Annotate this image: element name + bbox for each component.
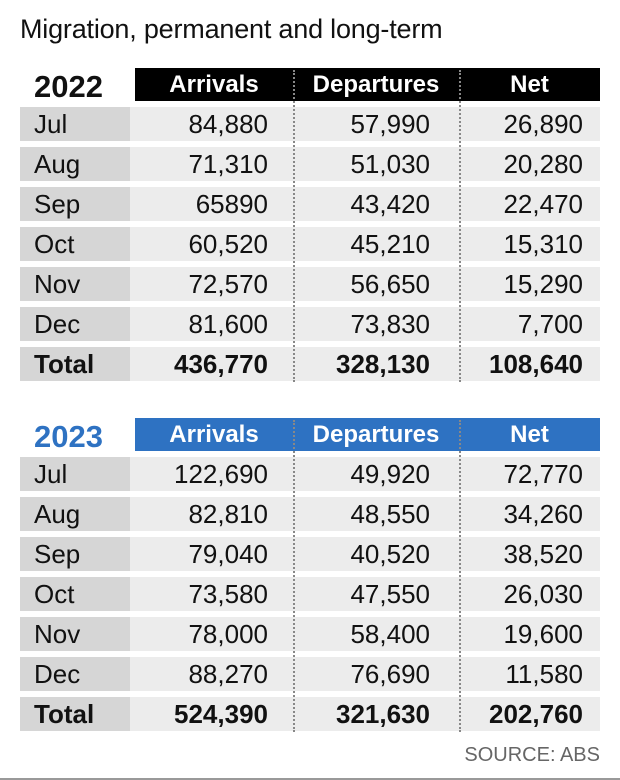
table-row: Dec 81,600 73,830 7,700 [20, 304, 600, 344]
cell-departures: 40,520 [350, 539, 430, 569]
row-label: Sep [20, 537, 130, 571]
table-row: Jul 122,690 49,920 72,770 [20, 454, 600, 494]
table-row: Oct 73,580 47,550 26,030 [20, 574, 600, 614]
cell-arrivals: 71,310 [188, 149, 268, 179]
table-row: Aug 71,310 51,030 20,280 [20, 144, 600, 184]
year-label: 2023 [34, 419, 103, 454]
cell-departures: 45,210 [350, 229, 430, 259]
source-note: SOURCE: ABS [464, 744, 600, 766]
cell-arrivals: 65890 [195, 189, 268, 219]
table-row: Sep 79,040 40,520 38,520 [20, 534, 600, 574]
cell-departures: 47,550 [350, 579, 430, 609]
cell-arrivals: 60,520 [188, 229, 268, 259]
cell-net: 34,260 [503, 499, 583, 529]
column-header-net: Net [510, 71, 549, 98]
cell-departures: 321,630 [336, 699, 430, 729]
table-row: Total 524,390 321,630 202,760 [20, 694, 600, 734]
column-header-departures: Departures [312, 71, 440, 98]
cell-arrivals: 81,600 [188, 309, 268, 339]
row-label: Dec [20, 657, 130, 691]
cell-net: 22,470 [503, 189, 583, 219]
cell-net: 19,600 [503, 619, 583, 649]
cell-arrivals: 78,000 [188, 619, 268, 649]
row-label: Jul [20, 107, 130, 141]
table-row: Jul 84,880 57,990 26,890 [20, 104, 600, 144]
column-divider [459, 420, 461, 732]
cell-net: 15,310 [503, 229, 583, 259]
cell-net: 108,640 [489, 349, 583, 379]
table-row: Sep 65890 43,420 22,470 [20, 184, 600, 224]
cell-net: 11,580 [505, 659, 583, 689]
cell-arrivals: 79,040 [188, 539, 268, 569]
cell-net: 38,520 [503, 539, 583, 569]
cell-departures: 328,130 [336, 349, 430, 379]
cell-departures: 48,550 [350, 499, 430, 529]
row-label: Total [20, 697, 130, 731]
column-header-departures: Departures [312, 421, 440, 448]
header-bar: Arrivals Departures Net [135, 68, 600, 101]
cell-departures: 58,400 [350, 619, 430, 649]
table-header: 2023 Arrivals Departures Net [20, 418, 600, 454]
cell-departures: 49,920 [350, 459, 430, 489]
table-row: Oct 60,520 45,210 15,310 [20, 224, 600, 264]
year-label: 2022 [34, 69, 103, 104]
column-divider [459, 70, 461, 382]
row-label: Nov [20, 267, 130, 301]
row-label: Dec [20, 307, 130, 341]
cell-net: 72,770 [503, 459, 583, 489]
cell-arrivals: 72,570 [188, 269, 268, 299]
row-label: Nov [20, 617, 130, 651]
table-2023: 2023 Arrivals Departures Net Jul 122,690 49,92… [20, 418, 600, 734]
table-row: Aug 82,810 48,550 34,260 [20, 494, 600, 534]
cell-net: 202,760 [489, 699, 583, 729]
column-header-arrivals: Arrivals [169, 421, 259, 448]
cell-arrivals: 82,810 [188, 499, 268, 529]
table-2022: 2022 Arrivals Departures Net Jul 84,880 57,990… [20, 68, 600, 384]
cell-arrivals: 73,580 [188, 579, 268, 609]
table-header: 2022 Arrivals Departures Net [20, 68, 600, 104]
cell-arrivals: 122,690 [174, 459, 268, 489]
cell-net: 20,280 [503, 149, 583, 179]
cell-net: 26,890 [503, 109, 583, 139]
table-row: Total 436,770 328,130 108,640 [20, 344, 600, 384]
bottom-rule [0, 778, 620, 780]
row-label: Oct [20, 577, 130, 611]
cell-arrivals: 436,770 [174, 349, 268, 379]
cell-net: 7,700 [517, 309, 583, 339]
row-label: Aug [20, 497, 130, 531]
cell-arrivals: 88,270 [188, 659, 268, 689]
cell-departures: 51,030 [350, 149, 430, 179]
cell-departures: 57,990 [350, 109, 430, 139]
row-label: Total [20, 347, 130, 381]
column-divider [293, 420, 295, 732]
cell-arrivals: 524,390 [174, 699, 268, 729]
cell-net: 15,290 [503, 269, 583, 299]
column-divider [293, 70, 295, 382]
chart-title: Migration, permanent and long-term [20, 14, 443, 44]
cell-departures: 43,420 [350, 189, 430, 219]
column-header-arrivals: Arrivals [169, 71, 259, 98]
header-bar: Arrivals Departures Net [135, 418, 600, 451]
cell-net: 26,030 [503, 579, 583, 609]
row-label: Oct [20, 227, 130, 261]
cell-departures: 76,690 [350, 659, 430, 689]
table-row: Nov 78,000 58,400 19,600 [20, 614, 600, 654]
table-row: Dec 88,270 76,690 11,580 [20, 654, 600, 694]
row-label: Sep [20, 187, 130, 221]
row-label: Jul [20, 457, 130, 491]
cell-departures: 56,650 [350, 269, 430, 299]
row-label: Aug [20, 147, 130, 181]
table-row: Nov 72,570 56,650 15,290 [20, 264, 600, 304]
cell-arrivals: 84,880 [188, 109, 268, 139]
cell-departures: 73,830 [350, 309, 430, 339]
column-header-net: Net [510, 421, 549, 448]
